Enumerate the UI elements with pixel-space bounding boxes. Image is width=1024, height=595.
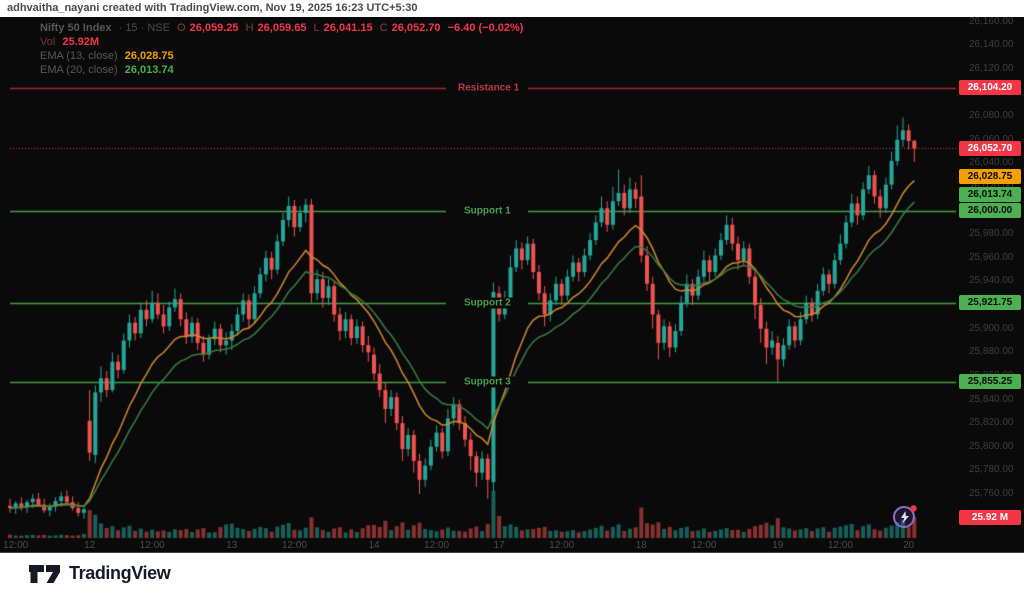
- price-axis-tick: 25,880.00: [969, 346, 1014, 358]
- change-value: −6.40 (−0.02%): [447, 22, 524, 34]
- ema13-value: 26,028.75: [124, 50, 174, 62]
- price-axis-tick: 25,780.00: [969, 464, 1014, 476]
- close-value: 26,052.70: [391, 22, 441, 34]
- price-axis-tick: 26,120.00: [969, 62, 1014, 74]
- legend-volume-row[interactable]: Vol 25.92M: [40, 35, 527, 49]
- symbol-title: Nifty 50 Index: [40, 22, 112, 34]
- time-axis-tick: 12:00: [424, 540, 450, 551]
- tradingview-wordmark: TradingView: [69, 563, 171, 583]
- ema13-badge: 26,028.75: [959, 169, 1021, 185]
- time-axis[interactable]: 12:00 12 12:00 13 12:00 14 12:00 17 12:00 18 12:00…: [0, 539, 956, 552]
- price-axis-tick: 26,060.00: [969, 133, 1014, 145]
- price-axis-tick: 25,760.00: [969, 487, 1014, 499]
- footer-bar: TradingView: [0, 553, 1024, 595]
- open-prefix: O: [177, 22, 186, 34]
- support-3-label[interactable]: Support 3: [458, 376, 517, 387]
- time-axis-tick: 20: [903, 540, 915, 551]
- price-axis-tick: 26,080.00: [969, 110, 1014, 122]
- price-axis-tick: 26,140.00: [969, 39, 1014, 51]
- time-axis-tick: 13: [226, 540, 238, 551]
- tradingview-logo[interactable]: TradingView: [28, 563, 171, 584]
- time-axis-tick: 12:00: [139, 540, 165, 551]
- ema20-label: EMA (20, close): [40, 64, 118, 76]
- close-prefix: C: [379, 22, 388, 34]
- legend-symbol-row[interactable]: Nifty 50 Index · 15 · NSE O 26,059.25 H 26…: [40, 21, 527, 35]
- price-axis-tick: 26,020.00: [969, 181, 1014, 192]
- price-axis-tick: 25,820.00: [969, 417, 1014, 429]
- chart-panel: Nifty 50 Index · 15 · NSE O 26,059.25 H 26…: [0, 15, 1024, 553]
- attribution-bar: adhvaitha_nayani created with TradingVie…: [0, 0, 1024, 17]
- legend: Nifty 50 Index · 15 · NSE O 26,059.25 H 26…: [40, 21, 527, 77]
- time-axis-tick: 12:00: [3, 540, 29, 551]
- support-2-badge: 25,921.75: [959, 295, 1021, 311]
- time-axis-tick: 17: [493, 540, 505, 551]
- resistance-1-badge: 26,104.20: [959, 80, 1021, 96]
- price-chart-canvas[interactable]: [0, 17, 1024, 552]
- low-value: 26,041.15: [323, 22, 373, 34]
- time-axis-tick: 12:00: [281, 540, 307, 551]
- support-1-label[interactable]: Support 1: [458, 205, 517, 217]
- resistance-1-label[interactable]: Resistance 1: [452, 82, 526, 94]
- open-value: 26,059.25: [189, 22, 239, 34]
- price-axis-tick: 25,800.00: [969, 440, 1014, 452]
- price-axis-tick: 26,040.00: [969, 157, 1014, 169]
- support-1-badge: 26,000.00: [959, 203, 1021, 219]
- price-axis-tick: 25,980.00: [969, 228, 1014, 240]
- time-axis-tick: 14: [368, 540, 380, 551]
- time-axis-tick: 12:00: [691, 540, 717, 551]
- time-axis-tick: 12: [84, 540, 96, 551]
- ema20-value: 26,013.74: [124, 64, 174, 76]
- time-axis-tick: 18: [635, 540, 647, 551]
- price-axis[interactable]: 25,740.0025,760.0025,780.0025,800.0025,8…: [956, 15, 1024, 540]
- ema20-badge: 26,013.74: [959, 186, 1021, 202]
- price-axis-tick: 25,940.00: [969, 275, 1014, 287]
- high-prefix: H: [245, 22, 254, 34]
- time-axis-tick: 12:00: [549, 540, 575, 551]
- attribution-text: adhvaitha_nayani created with TradingVie…: [7, 2, 418, 14]
- ema13-label: EMA (13, close): [40, 50, 118, 62]
- price-axis-tick: 25,840.00: [969, 393, 1014, 405]
- price-axis-tick: 25,900.00: [969, 322, 1014, 334]
- volume-badge: 25.92 M: [959, 509, 1021, 525]
- price-axis-tick: 25,960.00: [969, 251, 1014, 263]
- price-axis-tick: 26,160.00: [969, 15, 1014, 27]
- high-value: 26,059.65: [257, 22, 307, 34]
- support-3-badge: 25,855.25: [959, 374, 1021, 389]
- symbol-interval-exchange: · 15 · NSE: [118, 22, 170, 34]
- legend-ema13-row[interactable]: EMA (13, close) 26,028.75: [40, 49, 527, 63]
- last-price-badge: 26,052.70: [959, 140, 1021, 156]
- support-2-label[interactable]: Support 2: [458, 297, 517, 309]
- volume-label: Vol: [40, 36, 56, 48]
- time-axis-tick: 19: [772, 540, 784, 551]
- volume-value: 25.92M: [62, 36, 100, 48]
- low-prefix: L: [313, 22, 320, 34]
- legend-ema20-row[interactable]: EMA (20, close) 26,013.74: [40, 63, 527, 77]
- tradingview-logo-mark: [29, 564, 60, 583]
- time-axis-tick: 12:00: [827, 540, 853, 551]
- boost-flash-icon[interactable]: [891, 502, 919, 530]
